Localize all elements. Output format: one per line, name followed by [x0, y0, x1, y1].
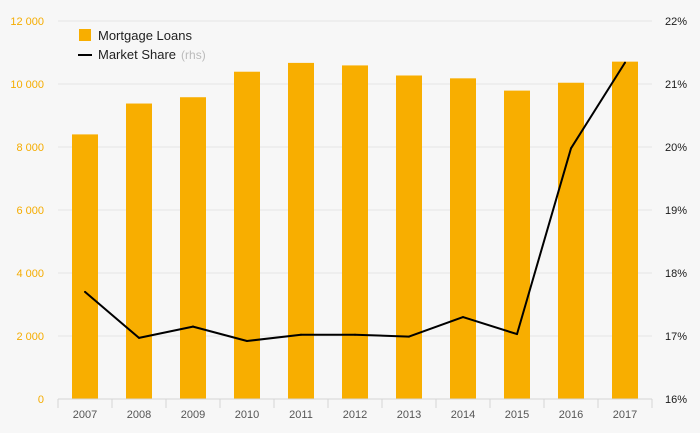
x-tick-label: 2013 [397, 409, 421, 421]
x-tick-label: 2015 [505, 409, 529, 421]
y-right-tick-label: 20% [665, 142, 687, 154]
x-tick-label: 2011 [289, 409, 313, 421]
y-left-tick-label: 0 [38, 394, 44, 406]
x-tick-label: 2009 [181, 409, 205, 421]
y-right-tick-label: 17% [665, 331, 687, 343]
axes: 0 2 000 4 000 6 000 8 000 10 000 12 000 16% 17% 1… [10, 16, 687, 421]
line-series [84, 61, 626, 343]
x-tick-label: 2016 [559, 409, 583, 421]
y-right-tick-label: 16% [665, 394, 687, 406]
bar-mortgage-loans-2017 [612, 61, 638, 399]
y-left-tick-label: 4 000 [16, 268, 44, 280]
point-market-share-2007 [84, 290, 86, 293]
y-right-tick-label: 22% [665, 16, 687, 28]
point-market-share-2013 [408, 335, 410, 338]
point-market-share-2016 [570, 147, 572, 150]
legend-label-market-share: Market Share (rhs) [98, 47, 206, 62]
legend-swatch-mortgage-loans [79, 29, 91, 41]
point-market-share-2015 [516, 333, 518, 336]
point-market-share-2010 [246, 340, 248, 343]
bar-mortgage-loans-2011 [288, 62, 314, 400]
point-market-share-2008 [138, 336, 140, 339]
bar-mortgage-loans-2014 [450, 78, 476, 399]
bar-mortgage-loans-2013 [396, 75, 422, 400]
x-tick-label: 2014 [451, 409, 475, 421]
x-tick-label: 2010 [235, 409, 259, 421]
y-left-tick-label: 8 000 [16, 142, 44, 154]
point-market-share-2012 [354, 333, 356, 336]
legend-label-mortgage-loans: Mortgage Loans [98, 28, 192, 43]
point-market-share-2017 [624, 61, 626, 64]
y-right-tick-label: 21% [665, 79, 687, 91]
point-market-share-2011 [300, 333, 302, 336]
point-market-share-2009 [192, 325, 194, 328]
y-right-tick-label: 18% [665, 268, 687, 280]
y-left-tick-label: 2 000 [16, 331, 44, 343]
bar-mortgage-loans-2016 [558, 82, 584, 400]
bar-mortgage-loans-2015 [504, 90, 530, 400]
bar-mortgage-loans-2012 [342, 65, 368, 399]
x-tick-label: 2007 [73, 409, 97, 421]
y-left-tick-label: 10 000 [10, 79, 44, 91]
bar-mortgage-loans-2009 [180, 97, 206, 399]
y-right-tick-label: 19% [665, 205, 687, 217]
x-tick-label: 2012 [343, 409, 367, 421]
y-left-tick-label: 12 000 [10, 16, 44, 28]
legend-market-share-suffix: (rhs) [181, 48, 206, 62]
legend-market-share-name: Market Share [98, 47, 176, 62]
point-market-share-2014 [462, 316, 464, 319]
bar-mortgage-loans-2010 [234, 71, 260, 399]
bar-series [72, 61, 638, 400]
y-left-tick-label: 6 000 [16, 205, 44, 217]
legend: Mortgage Loans Market Share (rhs) [78, 28, 206, 62]
x-tick-label: 2017 [613, 409, 637, 421]
bar-mortgage-loans-2008 [126, 103, 152, 399]
x-tick-label: 2008 [127, 409, 151, 421]
bar-mortgage-loans-2007 [72, 134, 98, 399]
